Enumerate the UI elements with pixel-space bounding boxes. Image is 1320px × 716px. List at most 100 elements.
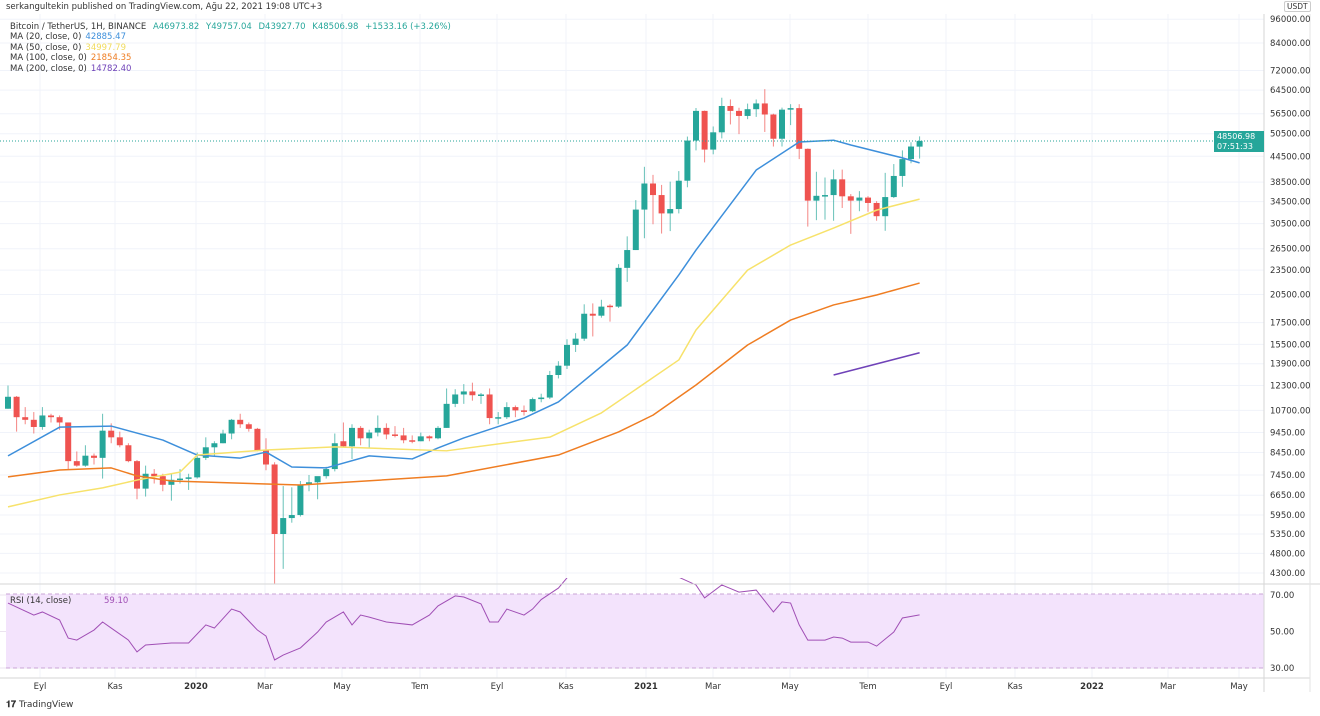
candle <box>641 166 648 239</box>
ma-value: 14782.40 <box>90 63 132 74</box>
moving-averages <box>7 139 920 508</box>
candle-body <box>624 250 631 268</box>
last-price: 48506.98 <box>1217 132 1256 141</box>
candle <box>718 97 725 139</box>
candle <box>383 423 390 440</box>
candle <box>65 422 72 470</box>
candle-body <box>202 447 209 458</box>
time-axis[interactable]: Eyl Kas 2020 Mar May Tem Eyl Kas 2021 Mar May Tem Ey… <box>34 682 1248 692</box>
candle <box>5 385 11 409</box>
ma200-legend[interactable]: MA (200, close, 0) 14782.40 <box>10 64 455 74</box>
candle <box>82 445 89 467</box>
candle-body <box>211 443 218 448</box>
candle-body <box>787 108 794 110</box>
price-tick-label: 38500.00 <box>1270 178 1311 188</box>
candle-body <box>314 476 321 483</box>
tradingview-logo-icon: 𝟏𝟕 <box>6 700 17 710</box>
price-tick-label: 56500.00 <box>1270 110 1311 120</box>
candle-body <box>469 391 476 396</box>
candle <box>443 388 450 428</box>
price-tick-label: 5350.00 <box>1270 530 1305 540</box>
candle-body <box>899 159 906 176</box>
time-tick-label: Eyl <box>491 682 504 692</box>
candle <box>194 452 201 479</box>
candle-body <box>486 394 493 419</box>
candle-body <box>177 478 183 481</box>
candle-body <box>882 197 889 217</box>
candle-body <box>478 394 484 396</box>
close-value: K48506.98 <box>312 22 359 32</box>
candle-body <box>168 479 175 485</box>
candle-body <box>108 430 115 438</box>
symbol-title[interactable]: Bitcoin / TetherUS, 1H, BINANCE <box>10 22 147 32</box>
ma20-legend[interactable]: MA (20, close, 0) 42885.47 <box>10 32 455 42</box>
candle-body <box>736 110 742 116</box>
candle-body <box>185 477 192 479</box>
candle-body <box>804 148 811 201</box>
ma100-legend[interactable]: MA (100, close, 0) 21854.35 <box>10 53 455 63</box>
candle <box>503 402 510 419</box>
candle <box>615 264 622 309</box>
candle <box>727 99 734 125</box>
time-tick-label: 2022 <box>1080 682 1104 692</box>
candle-body <box>99 430 106 458</box>
candle <box>374 415 381 437</box>
candle <box>13 396 20 432</box>
candle-body <box>503 407 510 418</box>
price-tick-label: 9450.00 <box>1270 429 1305 439</box>
price-tick-label: 96000.00 <box>1270 15 1311 25</box>
candle-body <box>581 313 588 339</box>
candle <box>460 384 467 404</box>
candle-body <box>134 461 140 489</box>
candle <box>417 432 424 442</box>
candle-body <box>91 455 97 458</box>
candle <box>753 99 760 117</box>
candle <box>314 476 321 500</box>
candle <box>452 389 459 408</box>
candle-body <box>73 461 80 466</box>
candle <box>22 407 29 425</box>
candle <box>366 429 373 449</box>
candle <box>340 422 347 448</box>
candle <box>701 110 708 163</box>
price-axis[interactable]: 96000.00 84000.00 72000.00 64500.00 56500.00… <box>1270 15 1311 674</box>
candle <box>667 181 674 232</box>
time-tick-label: Mar <box>257 682 274 692</box>
candle-body <box>409 440 416 442</box>
candle <box>796 104 803 160</box>
bar-countdown: 07:51:33 <box>1217 141 1253 151</box>
ma50-legend[interactable]: MA (50, close, 0) 34997.79 <box>10 43 455 53</box>
candle <box>271 462 278 584</box>
candle-body <box>383 427 390 435</box>
currency-label[interactable]: USDT <box>1284 1 1311 12</box>
candle <box>306 474 312 492</box>
price-tick-label: 5950.00 <box>1270 511 1305 521</box>
candle-body <box>245 424 252 429</box>
candle <box>48 413 54 423</box>
footer-brand[interactable]: TradingView <box>19 700 74 710</box>
candle <box>856 191 863 212</box>
candle-body <box>331 443 338 470</box>
candle-body <box>632 209 639 251</box>
candle-body <box>142 473 149 489</box>
candle <box>761 89 768 132</box>
candle-body <box>452 394 459 404</box>
candle-body <box>796 108 803 149</box>
high-value: Y49757.04 <box>206 22 252 32</box>
candle-body <box>546 374 553 398</box>
candle-body <box>82 455 89 466</box>
candle-body <box>839 179 846 197</box>
candle-body <box>761 103 768 115</box>
candle-body <box>555 365 562 375</box>
candle <box>736 107 742 135</box>
candle <box>710 126 717 155</box>
time-tick-label: Tem <box>410 682 428 692</box>
candle <box>125 443 132 463</box>
candle-body <box>495 417 502 419</box>
candle-body <box>589 313 596 316</box>
candle <box>693 107 699 151</box>
candle-body <box>753 103 760 110</box>
candle <box>323 466 330 479</box>
candle-body <box>220 433 226 444</box>
